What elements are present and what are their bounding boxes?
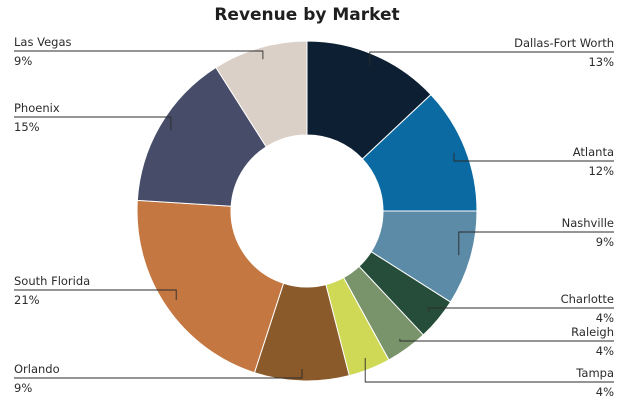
- label-dallas-fort-worth: Dallas-Fort Worth: [514, 36, 614, 50]
- value-label-nashville: 9%: [596, 235, 614, 249]
- labels-group: Dallas-Fort Worth 13% Atlanta 12% Nashville 9…: [14, 35, 614, 399]
- leader-line-phoenix: [14, 116, 172, 131]
- label-south-florida: South Florida: [14, 274, 90, 288]
- leader-line-las-vegas: [14, 50, 264, 60]
- label-charlotte: Charlotte: [561, 292, 614, 306]
- label-orlando: Orlando: [14, 362, 60, 376]
- slices-group: [136, 40, 478, 382]
- chart-title: Revenue by Market: [214, 5, 399, 25]
- leader-lines-group: [14, 50, 614, 383]
- value-label-atlanta: 12%: [588, 164, 614, 178]
- value-label-raleigh: 4%: [596, 344, 614, 358]
- leader-line-charlotte: [428, 307, 614, 312]
- value-label-south-florida: 21%: [14, 293, 40, 307]
- label-tampa: Tampa: [575, 366, 614, 380]
- slice-las-vegas: [215, 40, 308, 148]
- slice-phoenix: [136, 66, 267, 207]
- label-atlanta: Atlanta: [573, 145, 614, 159]
- label-las-vegas: Las Vegas: [14, 35, 72, 49]
- leader-line-orlando: [14, 369, 303, 379]
- leader-line-atlanta: [453, 152, 614, 162]
- slice-south-florida: [136, 199, 285, 374]
- leader-line-dallas-fort-worth: [369, 51, 614, 66]
- value-label-dallas-fort-worth: 13%: [588, 55, 614, 69]
- leader-line-tampa: [364, 358, 614, 383]
- label-nashville: Nashville: [562, 216, 614, 230]
- leader-line-south-florida: [14, 289, 177, 300]
- value-label-las-vegas: 9%: [14, 54, 32, 68]
- leader-line-nashville: [458, 231, 614, 256]
- value-label-charlotte: 4%: [596, 311, 614, 325]
- label-phoenix: Phoenix: [14, 101, 60, 115]
- leader-line-raleigh: [399, 338, 614, 342]
- label-raleigh: Raleigh: [571, 325, 614, 339]
- value-label-phoenix: 15%: [14, 120, 40, 134]
- value-label-tampa: 4%: [596, 385, 614, 399]
- value-label-orlando: 9%: [14, 381, 32, 395]
